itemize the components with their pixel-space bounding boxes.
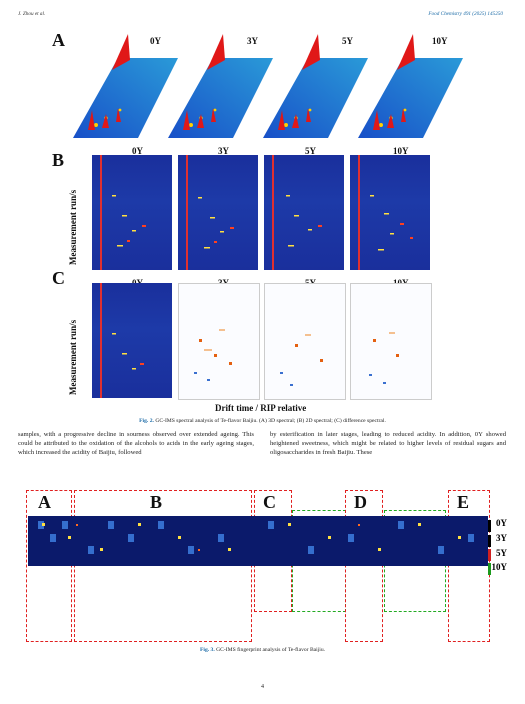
age-label-a-0y: 0Y	[150, 36, 161, 46]
body-text-left: samples, with a progressive decline in s…	[18, 431, 254, 456]
legend-5y: 5Y	[496, 548, 507, 558]
group-box-b	[74, 490, 252, 642]
body-text-right: by esterification in later stages, leadi…	[270, 431, 506, 456]
age-label-b-10y: 10Y	[393, 146, 409, 156]
difference-2d-5y	[264, 283, 346, 400]
figure-3-caption-text: GC-IMS fingerprint analysis of Te-flavor…	[216, 647, 326, 653]
legend-0y: 0Y	[496, 518, 507, 528]
legend-swatch-10y	[488, 563, 491, 575]
difference-2d-0y	[92, 283, 172, 398]
figure-3-label: Fig. 3.	[199, 647, 215, 653]
figure-2-caption: Fig. 2. GC-IMS spectral analysis of Te-f…	[0, 418, 525, 424]
spectra-3d-row	[73, 34, 463, 138]
y-axis-label-c: Measurement run/s	[68, 319, 78, 395]
difference-2d-10y	[350, 283, 432, 400]
y-axis-label-b: Measurement run/s	[68, 189, 78, 265]
figure-3-caption: Fig. 3. GC-IMS fingerprint analysis of T…	[0, 647, 525, 653]
spectrum-3d-5y	[263, 34, 368, 138]
legend-3y: 3Y	[496, 533, 507, 543]
group-letter-d: D	[354, 492, 367, 512]
running-header-journal: Food Chemistry 491 (2025) 145250	[428, 11, 503, 17]
spectrum-3d-10y	[358, 34, 463, 138]
fingerprint-heatmap	[28, 516, 488, 566]
difference-2d-3y	[178, 283, 260, 400]
legend-swatch-5y	[488, 549, 491, 561]
age-label-a-5y: 5Y	[342, 36, 353, 46]
age-label-a-10y: 10Y	[432, 36, 448, 46]
age-label-b-0y: 0Y	[132, 146, 143, 156]
spectrum-2d-3y	[178, 155, 258, 270]
legend-swatch-3y	[488, 535, 491, 547]
spectrum-2d-0y	[92, 155, 172, 270]
group-box-a	[26, 490, 72, 642]
page-number: 4	[261, 684, 264, 690]
group-letter-e: E	[457, 492, 470, 512]
spectrum-3d-0y	[73, 34, 178, 138]
group-letter-a: A	[38, 492, 51, 512]
figure-2-label: Fig. 2.	[139, 418, 154, 424]
age-label-b-5y: 5Y	[305, 146, 316, 156]
running-header-authors: J. Zhou et al.	[18, 11, 46, 17]
figure-2-caption-text: GC-IMS spectral analysis of Te-flavor Ba…	[155, 418, 386, 424]
spectrum-2d-10y	[350, 155, 430, 270]
spectrum-3d-3y	[168, 34, 273, 138]
age-label-b-3y: 3Y	[218, 146, 229, 156]
x-axis-label: Drift time / RIP relative	[215, 403, 307, 413]
group-letter-c: C	[263, 492, 276, 512]
group-letter-b: B	[150, 492, 163, 512]
legend-10y: 10Y	[491, 562, 508, 572]
panel-letter-b: B	[52, 150, 65, 170]
panel-letter-a: A	[52, 30, 65, 50]
panel-letter-c: C	[52, 268, 65, 288]
group-box-e	[448, 490, 490, 642]
group-box-d	[345, 490, 383, 642]
spectrum-2d-5y	[264, 155, 344, 270]
legend-swatch-0y	[488, 520, 491, 532]
age-label-a-3y: 3Y	[247, 36, 258, 46]
